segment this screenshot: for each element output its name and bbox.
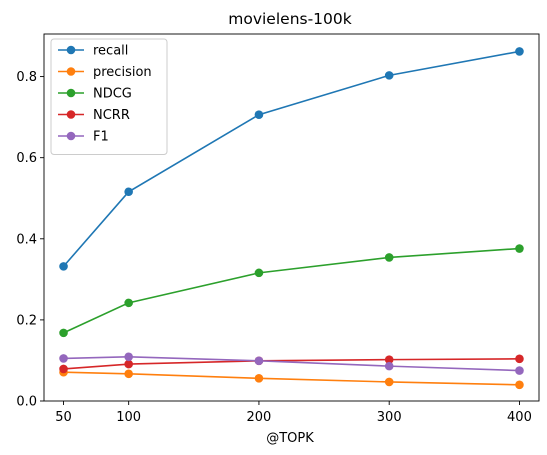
data-point xyxy=(59,364,68,374)
legend-label: NDCG xyxy=(93,87,132,102)
x-tick-label: 200 xyxy=(247,410,272,425)
x-tick-label: 50 xyxy=(55,410,72,425)
legend-label: NCRR xyxy=(93,108,130,123)
x-tick-label: 300 xyxy=(377,410,402,425)
legend-label: precision xyxy=(93,65,152,80)
x-tick-label: 100 xyxy=(116,410,141,425)
legend-marker xyxy=(66,88,76,98)
y-tick-label: 0.0 xyxy=(16,395,37,410)
data-point xyxy=(124,352,133,362)
data-point xyxy=(59,354,68,363)
plot-area xyxy=(43,33,540,402)
series-ndcg xyxy=(59,244,524,338)
legend-item: precision xyxy=(58,65,152,80)
x-axis-label: @TOPK xyxy=(266,431,314,446)
data-point xyxy=(384,253,394,262)
data-point xyxy=(515,380,524,390)
chart-title: movielens-100k xyxy=(228,10,352,28)
data-point xyxy=(254,268,264,278)
data-point xyxy=(515,244,524,253)
series-precision xyxy=(59,367,524,390)
legend: recall precision NDCG NCRR F1 xyxy=(50,38,168,155)
data-point xyxy=(124,369,133,379)
legend-marker xyxy=(66,45,76,55)
data-point xyxy=(59,262,68,271)
data-point xyxy=(384,361,394,371)
x-tick-label: 400 xyxy=(507,410,532,425)
y-tick-label: 0.4 xyxy=(16,232,37,247)
data-point xyxy=(515,366,524,375)
data-point xyxy=(124,298,133,308)
y-tick-label: 0.8 xyxy=(16,70,37,85)
legend-label: F1 xyxy=(93,130,109,145)
data-point xyxy=(254,373,264,383)
legend-item: NDCG xyxy=(58,87,132,102)
y-axis: 0.0 0.2 0.4 0.6 0.8 xyxy=(16,70,44,410)
data-point xyxy=(515,47,524,56)
legend-marker xyxy=(66,67,76,76)
data-point xyxy=(254,356,264,366)
data-point xyxy=(254,110,264,119)
data-point xyxy=(124,187,133,197)
data-point xyxy=(124,359,133,369)
legend-label: recall xyxy=(93,44,128,59)
series-f1 xyxy=(59,352,524,375)
legend-box xyxy=(50,38,168,155)
legend-item: F1 xyxy=(58,130,109,145)
data-point xyxy=(59,328,68,338)
data-point xyxy=(384,71,394,80)
legend-marker xyxy=(66,131,76,141)
plot-frame xyxy=(43,33,540,402)
data-point xyxy=(384,377,394,387)
series-recall xyxy=(59,47,524,271)
series-layer xyxy=(59,47,524,390)
y-tick-label: 0.6 xyxy=(16,151,37,166)
data-point xyxy=(515,354,524,364)
data-point xyxy=(384,355,394,364)
y-tick-label: 0.2 xyxy=(16,313,37,328)
x-axis: 50 100 200 300 400 xyxy=(55,401,532,425)
legend-item: recall xyxy=(58,44,128,59)
legend-item: NCRR xyxy=(58,108,130,123)
legend-marker xyxy=(66,110,76,119)
